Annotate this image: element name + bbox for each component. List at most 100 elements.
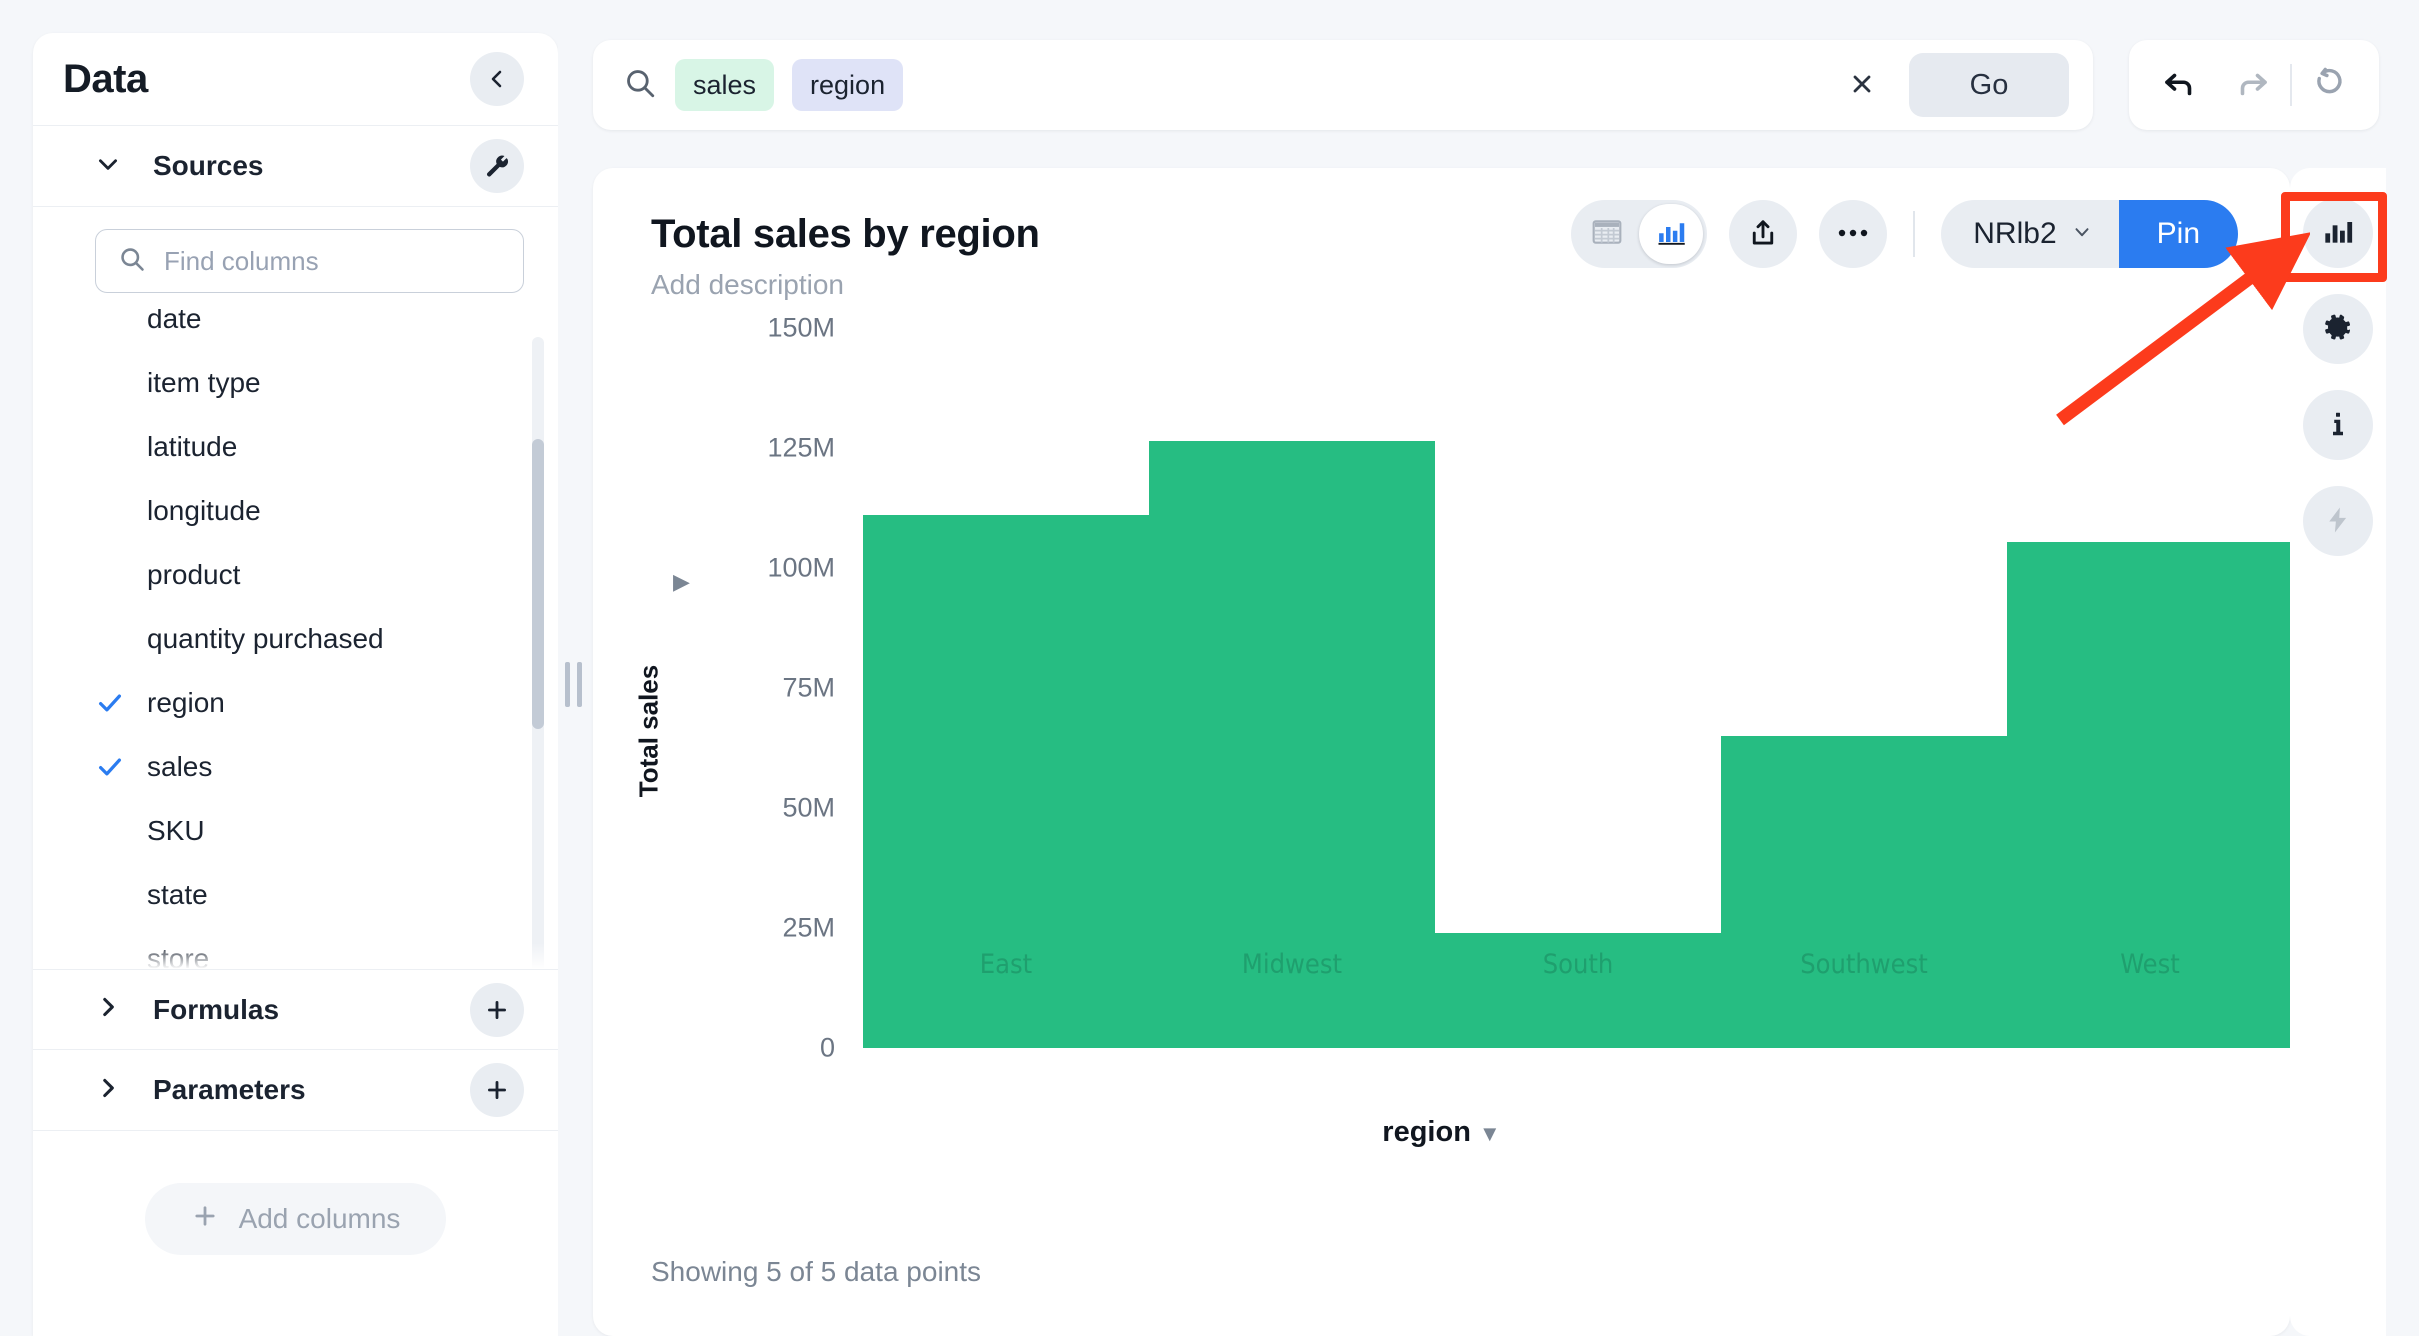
- query-token-region[interactable]: region: [792, 59, 904, 111]
- pin-target-label: NRlb2: [1973, 217, 2057, 250]
- search-input[interactable]: [164, 245, 501, 277]
- y-tick-label: 125M: [767, 432, 835, 463]
- chevron-down-icon: [2071, 217, 2093, 251]
- sources-settings-button[interactable]: [470, 139, 524, 193]
- y-tick-label: 100M: [767, 552, 835, 583]
- chart-description[interactable]: Add description: [651, 269, 845, 300]
- rail-chart-button[interactable]: [2303, 198, 2373, 268]
- list-item[interactable]: product: [95, 543, 528, 607]
- add-formula-button[interactable]: [470, 982, 524, 1037]
- sidebar-section-formulas[interactable]: Formulas: [33, 969, 558, 1050]
- x-tick-label: Midwest: [1241, 949, 1343, 980]
- chart-view-toggle[interactable]: [1639, 204, 1704, 264]
- bar-group[interactable]: Southwest: [1721, 301, 2007, 1048]
- chevron-right-icon: [95, 994, 121, 1025]
- bar-group[interactable]: South: [1435, 301, 1721, 1048]
- share-icon: [1748, 218, 1778, 251]
- close-icon: [1848, 70, 1876, 101]
- chart-header: Total sales by region Add description: [593, 168, 2290, 301]
- sidebar-section-label: Formulas: [153, 993, 280, 1025]
- column-list[interactable]: date item type latitude longitude produc…: [33, 309, 558, 969]
- sidebar-section-sources[interactable]: Sources: [33, 126, 558, 207]
- x-axis-label[interactable]: region ▼: [593, 1116, 2290, 1149]
- sidebar-header: Data: [33, 33, 558, 126]
- column-list-inner: date item type latitude longitude produc…: [95, 309, 528, 969]
- add-columns-button[interactable]: Add columns: [144, 1183, 447, 1255]
- caret-down-icon: ▼: [1478, 1121, 1501, 1146]
- x-axis-label-text: region: [1382, 1116, 1471, 1148]
- table-view-toggle[interactable]: [1575, 204, 1639, 264]
- query-search-bar[interactable]: sales region Go: [593, 40, 2093, 130]
- sidebar-section-label: Sources: [153, 150, 264, 181]
- bar-chart-icon: [2322, 217, 2354, 250]
- toolbar-divider: [1913, 211, 1916, 257]
- list-item[interactable]: latitude: [95, 415, 528, 479]
- bar-east[interactable]: [863, 515, 1149, 1048]
- plus-icon: [484, 1077, 510, 1103]
- bar-group[interactable]: West: [2007, 301, 2290, 1048]
- wrench-icon: [484, 153, 510, 179]
- pin-target-dropdown[interactable]: NRlb2: [1941, 200, 2119, 268]
- lightning-icon: [2323, 505, 2353, 538]
- toolbar-divider: [2290, 64, 2292, 106]
- sidebar-section-parameters[interactable]: Parameters: [33, 1050, 558, 1131]
- list-item[interactable]: store: [95, 927, 528, 969]
- more-options-button[interactable]: [1819, 200, 1888, 268]
- y-tick-label: 50M: [782, 792, 835, 823]
- bar-southwest[interactable]: [1721, 736, 2007, 1048]
- reset-button[interactable]: [2292, 40, 2366, 130]
- list-item[interactable]: sales: [95, 735, 528, 799]
- find-columns-field[interactable]: [95, 229, 524, 293]
- grip-icon: [564, 662, 582, 707]
- column-label: store: [147, 943, 210, 969]
- rail-settings-button[interactable]: [2303, 294, 2373, 364]
- add-parameter-button[interactable]: [470, 1063, 524, 1117]
- find-columns-wrap: [33, 207, 558, 309]
- x-tick-label: East: [979, 949, 1033, 980]
- list-item[interactable]: state: [95, 863, 528, 927]
- list-item[interactable]: quantity purchased: [95, 607, 528, 671]
- page-title: Data: [63, 56, 148, 101]
- list-item[interactable]: date: [95, 309, 528, 351]
- column-label: state: [147, 879, 208, 910]
- plus-icon: [484, 997, 510, 1023]
- history-toolbar: [2129, 40, 2379, 130]
- query-token-sales[interactable]: sales: [675, 59, 775, 111]
- list-item[interactable]: SKU: [95, 799, 528, 863]
- pin-button[interactable]: Pin: [2118, 200, 2238, 268]
- bar-group[interactable]: Midwest: [1149, 301, 1435, 1048]
- panel-resize-handle[interactable]: [558, 33, 588, 1336]
- list-item[interactable]: item type: [95, 351, 528, 415]
- x-tick-label: South: [1542, 949, 1614, 980]
- more-horizontal-icon: [1837, 227, 1869, 242]
- redo-button[interactable]: [2216, 40, 2290, 130]
- plus-icon: [191, 1202, 219, 1237]
- view-toggle-group: [1571, 200, 1708, 268]
- rail-info-button[interactable]: [2303, 390, 2373, 460]
- share-button[interactable]: [1729, 200, 1798, 268]
- chevron-left-icon: [485, 67, 509, 91]
- bar-south[interactable]: [1435, 933, 1721, 1048]
- column-label: region: [147, 687, 225, 718]
- checkmark-icon: [95, 752, 147, 782]
- column-scrollbar-thumb[interactable]: [532, 439, 544, 729]
- bar-west[interactable]: [2007, 542, 2290, 1048]
- undo-button[interactable]: [2142, 40, 2216, 130]
- bar-group[interactable]: East: [863, 301, 1149, 1048]
- go-button[interactable]: Go: [1909, 53, 2069, 117]
- y-axis-sort-caret[interactable]: ▶: [673, 569, 690, 594]
- rail-actions-button[interactable]: [2303, 486, 2373, 556]
- gear-icon: [2322, 312, 2354, 347]
- bar-midwest[interactable]: [1149, 441, 1435, 1048]
- list-item[interactable]: region: [95, 671, 528, 735]
- list-item[interactable]: longitude: [95, 479, 528, 543]
- column-label: product: [147, 559, 241, 590]
- column-label: latitude: [147, 431, 238, 462]
- clear-query-button[interactable]: [1833, 56, 1891, 114]
- sidebar-collapse-button[interactable]: [470, 52, 524, 106]
- chart-title[interactable]: Total sales by region: [651, 212, 1040, 256]
- data-sidebar: Data Sources: [33, 33, 558, 1336]
- y-tick-label: 25M: [782, 912, 835, 943]
- bar-series: East Midwest South Southwest West: [863, 301, 2290, 1161]
